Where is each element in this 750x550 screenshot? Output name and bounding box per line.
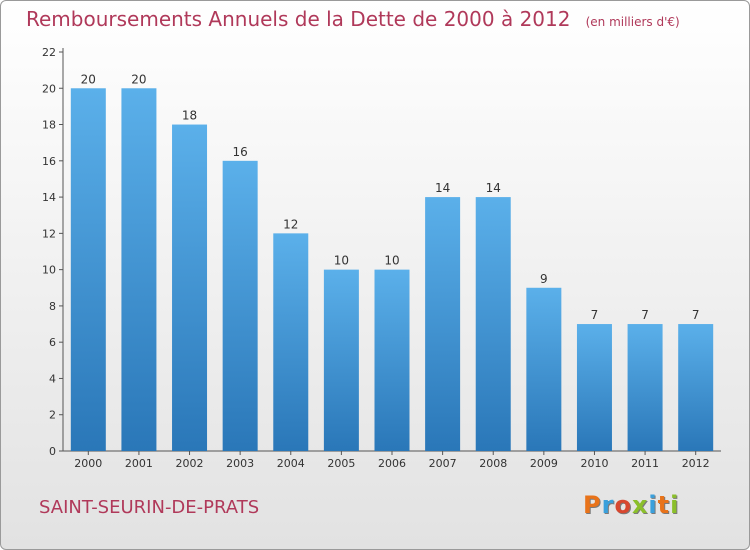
y-tick-label: 18 <box>42 119 56 132</box>
logo-letter: r <box>601 491 615 519</box>
bar <box>678 324 714 451</box>
bar-value-label: 20 <box>81 72 96 86</box>
bar-value-label: 9 <box>540 272 548 286</box>
bar-value-label: 7 <box>641 308 649 322</box>
bar <box>374 269 410 451</box>
x-tick-label: 2011 <box>631 457 659 470</box>
bar-value-label: 14 <box>435 181 450 195</box>
y-tick-label: 12 <box>42 227 56 240</box>
x-tick-label: 2009 <box>530 457 558 470</box>
x-tick-label: 2004 <box>277 457 305 470</box>
bar <box>526 287 562 451</box>
y-tick-label: 20 <box>42 82 56 95</box>
logo-letter: i <box>648 491 658 519</box>
y-tick-label: 4 <box>49 372 56 385</box>
x-tick-label: 2012 <box>682 457 710 470</box>
logo-letter: P <box>583 491 602 519</box>
x-tick-label: 2007 <box>429 457 457 470</box>
y-tick-label: 2 <box>49 409 56 422</box>
x-tick-label: 2000 <box>74 457 102 470</box>
bar <box>475 197 511 451</box>
logo-letter: i <box>670 491 680 519</box>
bar-value-label: 10 <box>384 254 399 268</box>
x-tick-label: 2001 <box>125 457 153 470</box>
bar-value-label: 20 <box>131 72 146 86</box>
chart-title: Remboursements Annuels de la Dette de 20… <box>26 7 571 31</box>
title-row: Remboursements Annuels de la Dette de 20… <box>26 7 680 31</box>
bar <box>172 124 208 451</box>
bar-value-label: 7 <box>692 308 700 322</box>
logo-letter: t <box>657 491 671 519</box>
bar-value-label: 14 <box>486 181 501 195</box>
bar <box>121 88 157 451</box>
x-tick-label: 2005 <box>327 457 355 470</box>
logo-letter: o <box>614 491 632 519</box>
bar-value-label: 10 <box>334 254 349 268</box>
bar-value-label: 16 <box>233 145 248 159</box>
y-tick-label: 0 <box>49 445 56 458</box>
y-tick-label: 14 <box>42 191 56 204</box>
chart-unit: (en milliers d'€) <box>585 15 680 29</box>
bar <box>627 324 663 451</box>
y-tick-label: 8 <box>49 300 56 313</box>
bar <box>576 324 612 451</box>
bar <box>425 197 461 451</box>
y-tick-label: 16 <box>42 155 56 168</box>
x-tick-label: 2006 <box>378 457 406 470</box>
x-tick-label: 2002 <box>176 457 204 470</box>
y-tick-label: 6 <box>49 336 56 349</box>
x-tick-label: 2008 <box>479 457 507 470</box>
commune-name: SAINT-SEURIN-DE-PRATS <box>39 497 260 518</box>
bar <box>70 88 106 451</box>
proxiti-logo: Proxiti <box>583 491 679 519</box>
y-tick-label: 22 <box>42 46 56 59</box>
x-tick-label: 2010 <box>580 457 608 470</box>
logo-letter: x <box>631 491 649 519</box>
y-tick-label: 10 <box>42 264 56 277</box>
bar-value-label: 7 <box>591 308 599 322</box>
bar-value-label: 12 <box>283 217 298 231</box>
bar-value-label: 18 <box>182 109 197 123</box>
bar <box>323 269 359 451</box>
bar <box>273 233 309 451</box>
x-tick-label: 2003 <box>226 457 254 470</box>
bar <box>222 160 258 451</box>
